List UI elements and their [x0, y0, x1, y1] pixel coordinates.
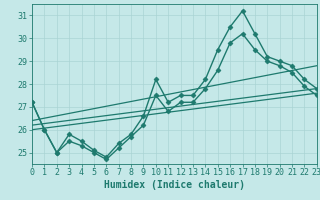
X-axis label: Humidex (Indice chaleur): Humidex (Indice chaleur) — [104, 180, 245, 190]
